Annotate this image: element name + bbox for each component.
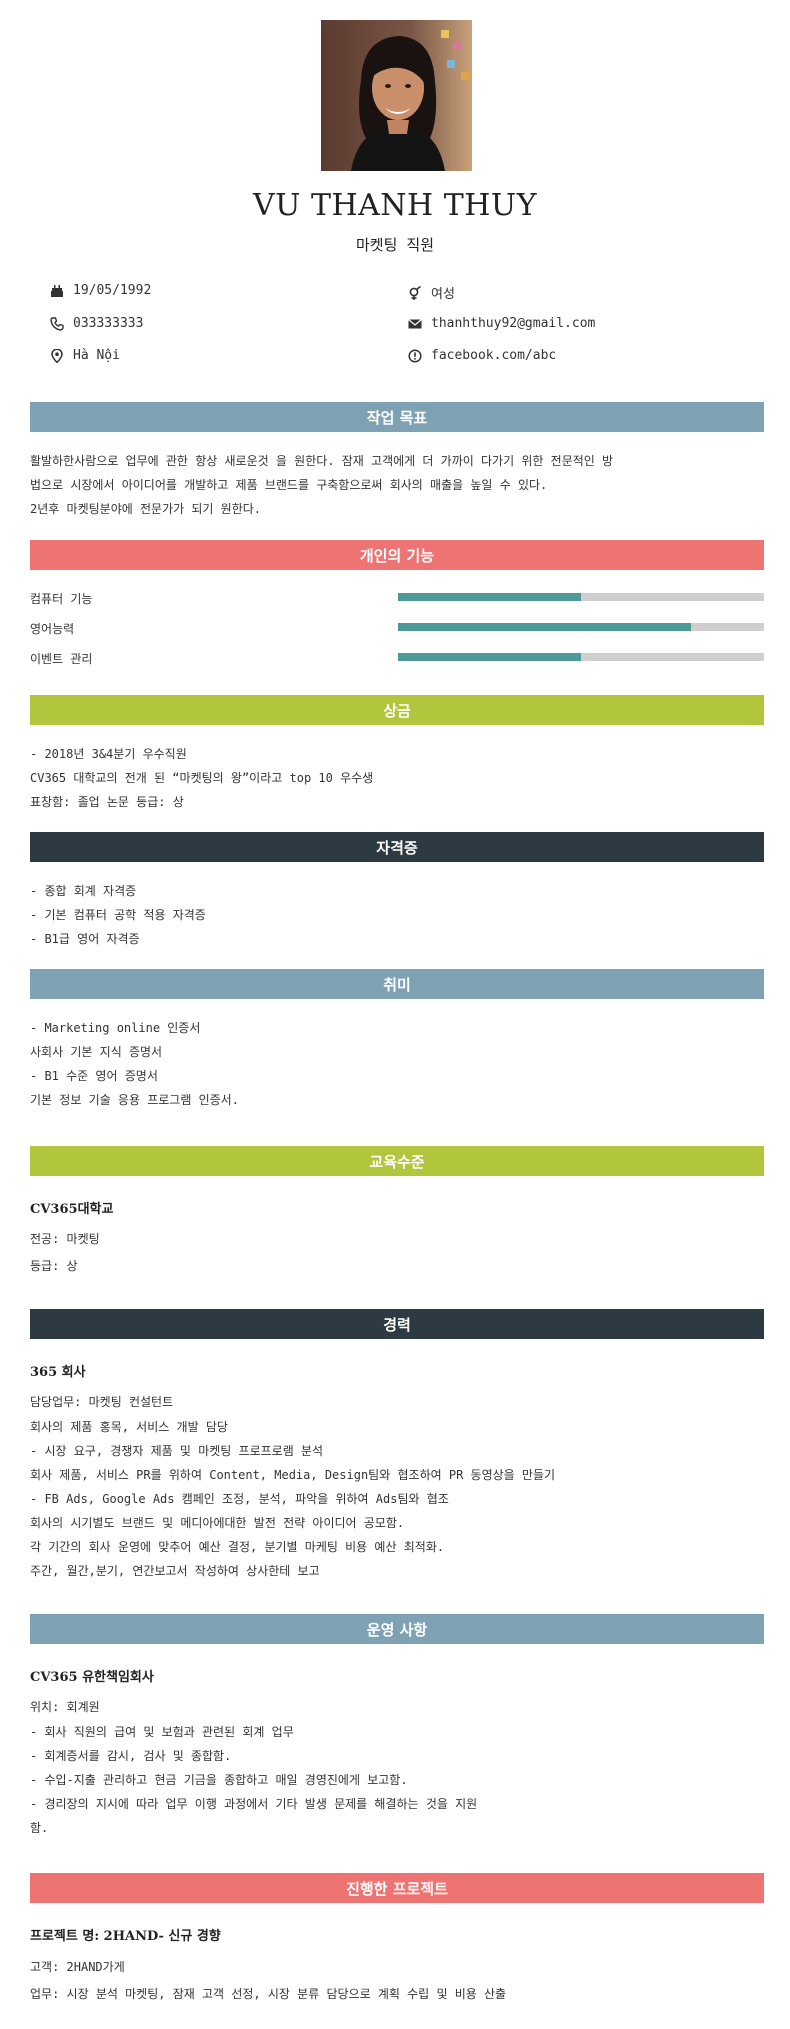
activities-line: - 수입-지출 관리하고 현금 기금을 종합하고 매일 경영진에게 보고함. xyxy=(30,1773,408,1787)
award-line: CV365 대학교의 전개 된 “마켓팅의 왕”이라고 top 10 우수생 xyxy=(30,771,374,785)
section-header-certificates: 자격증 xyxy=(30,832,764,862)
hobby-line: - B1 수준 영어 증명서 xyxy=(30,1069,158,1083)
skill-bar-fill xyxy=(398,593,581,601)
info-gender: 여성 xyxy=(408,283,455,302)
section-header-education: 교육수준 xyxy=(30,1146,764,1176)
certificate-line: - 종합 회계 자격증 xyxy=(30,884,137,898)
info-birthday: 19/05/1992 xyxy=(50,283,151,298)
experience-line: - FB Ads, Google Ads 캠페인 조정, 분석, 파악을 위하여… xyxy=(30,1492,449,1506)
section-header-projects: 진행한 프로젝트 xyxy=(30,1873,764,1903)
info-phone: 033333333 xyxy=(50,316,143,331)
certificate-line: - B1급 영어 자격증 xyxy=(30,932,140,946)
section-header-experience: 경력 xyxy=(30,1309,764,1339)
award-line: 표창함: 졸업 논문 등급: 상 xyxy=(30,795,184,809)
cake-icon xyxy=(50,284,64,298)
info-icon xyxy=(408,348,422,363)
email-text: thanhthuy92@gmail.com xyxy=(431,316,596,331)
skill-label: 컴퓨터 기능 xyxy=(30,592,93,606)
experience-role: 담당업무: 마켓팅 컨설턴트 xyxy=(30,1395,174,1409)
experience-line: - 시장 요구, 경쟁자 제품 및 마켓팅 프로프로램 분석 xyxy=(30,1444,324,1458)
info-email: thanhthuy92@gmail.com xyxy=(408,316,595,331)
award-line: - 2018년 3&4분기 우수직원 xyxy=(30,747,187,761)
birthday-text: 19/05/1992 xyxy=(73,283,152,298)
skill-bar-track xyxy=(398,623,764,631)
gender-icon xyxy=(408,285,422,300)
phone-text: 033333333 xyxy=(73,316,144,331)
location-icon xyxy=(50,348,64,363)
info-address: Hà Nội xyxy=(50,348,120,363)
activities-role: 위치: 회계원 xyxy=(30,1700,100,1714)
skill-bar-fill xyxy=(398,623,691,631)
section-header-objective: 작업 목표 xyxy=(30,402,764,432)
experience-company: 365 회사 xyxy=(30,1365,86,1380)
hobby-line: - Marketing online 인증서 xyxy=(30,1021,201,1035)
objective-line: 활발하한사람으로 업무에 관한 항상 새로운것 을 원한다. 잠재 고객에게 더… xyxy=(30,454,614,468)
education-major: 전공: 마켓팅 xyxy=(30,1232,100,1246)
phone-icon xyxy=(50,316,64,331)
profile-photo xyxy=(321,20,472,171)
hobby-line: 사회사 기본 지식 증명서 xyxy=(30,1045,163,1059)
profile-name: VU THANH THUY xyxy=(252,188,538,223)
hobby-line: 기본 정보 기술 응용 프로그램 인증서. xyxy=(30,1093,239,1107)
activities-company: CV365 유한책임회사 xyxy=(30,1670,154,1685)
skill-bar-track xyxy=(398,653,764,661)
experience-line: 회사의 시기별도 브랜드 및 메디아에대한 발전 전략 아이디어 공모함. xyxy=(30,1516,405,1530)
skill-label: 영어능력 xyxy=(30,622,75,636)
info-website: facebook.com/abc xyxy=(408,348,556,363)
certificate-line: - 기본 컴퓨터 공학 적용 자격증 xyxy=(30,908,206,922)
website-text: facebook.com/abc xyxy=(431,348,557,363)
experience-line: 주간, 월간,분기, 연간보고서 작성하여 상사한테 보고 xyxy=(30,1564,320,1578)
skill-bar-track xyxy=(398,593,764,601)
skill-label: 이벤트 관리 xyxy=(30,652,93,666)
activities-line: 함. xyxy=(30,1821,49,1835)
experience-line: 회사의 제품 홍목, 서비스 개발 담당 xyxy=(30,1420,228,1434)
activities-line: - 회사 직원의 급여 및 보험과 관련된 회계 업무 xyxy=(30,1725,294,1739)
gender-text: 여성 xyxy=(431,287,455,302)
education-school: CV365대학교 xyxy=(30,1202,114,1217)
section-header-awards: 상금 xyxy=(30,695,764,725)
experience-line: 각 기간의 회사 운영에 맞추어 예산 결정, 분기별 마케팅 비용 예산 최적… xyxy=(30,1540,445,1554)
section-header-activities: 운영 사항 xyxy=(30,1614,764,1644)
project-task: 업무: 시장 분석 마켓팅, 잠재 고객 선정, 시장 분류 담당으로 계획 수… xyxy=(30,1987,507,2001)
objective-line: 법으로 시장에서 아이디어를 개발하고 제품 브랜드를 구축함으로써 회사의 매… xyxy=(30,478,548,492)
mail-icon xyxy=(408,317,422,331)
profile-title: 마켓팅 직원 xyxy=(355,236,435,254)
activities-line: - 경리장의 지시에 따라 업무 이행 과정에서 기타 발생 문제를 해결하는 … xyxy=(30,1797,478,1811)
section-header-hobbies: 취미 xyxy=(30,969,764,999)
project-client: 고객: 2HAND가게 xyxy=(30,1960,125,1974)
education-grade: 등급: 상 xyxy=(30,1259,78,1273)
project-name: 프로젝트 명: 2HAND- 신규 경향 xyxy=(30,1929,221,1944)
experience-line: 회사 제품, 서비스 PR를 위하여 Content, Media, Desig… xyxy=(30,1468,556,1482)
section-header-skills: 개인의 기능 xyxy=(30,540,764,570)
address-text: Hà Nội xyxy=(73,348,120,363)
activities-line: - 회계증서를 감시, 검사 및 종합함. xyxy=(30,1749,232,1763)
objective-line: 2년후 마켓팅분야에 전문가가 되기 원한다. xyxy=(30,502,262,516)
skill-bar-fill xyxy=(398,653,581,661)
